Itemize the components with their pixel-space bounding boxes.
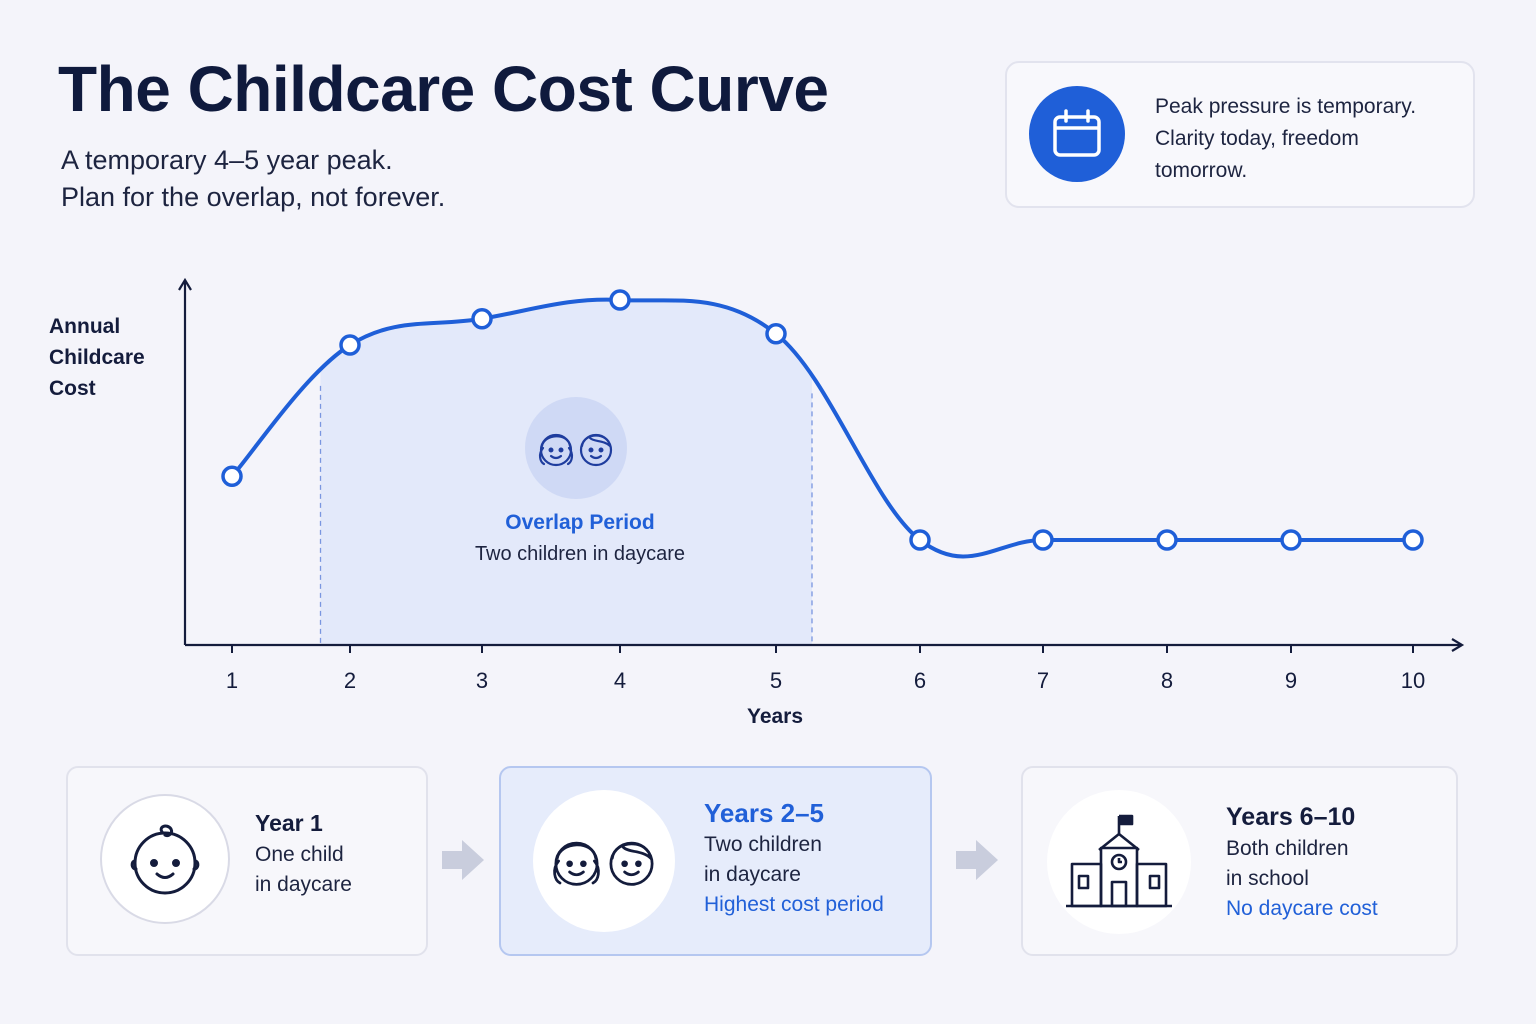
card-3-line-2: in school	[1226, 867, 1309, 890]
data-point-year-8	[1156, 529, 1178, 551]
callout-box: Peak pressure is temporary. Clarity toda…	[1005, 61, 1475, 208]
x-tick-label: 3	[476, 668, 488, 693]
subtitle-line-1: A temporary 4–5 year peak.	[61, 145, 393, 175]
data-point-year-3	[471, 308, 493, 330]
page-subtitle: A temporary 4–5 year peak. Plan for the …	[61, 142, 445, 216]
card-1-line-1: One child	[255, 843, 344, 866]
x-tick-label: 1	[226, 668, 238, 693]
card-2-text: Years 2–5 Two children in daycare Highes…	[704, 798, 884, 920]
cost-curve-chart: 1 2 3 4 5 6 7 8 9 10	[178, 277, 1465, 693]
callout-text: Peak pressure is temporary. Clarity toda…	[1155, 91, 1455, 187]
x-tick-label: 4	[614, 668, 626, 693]
calendar-icon	[1053, 109, 1101, 157]
data-point-year-6	[909, 529, 931, 551]
card-2-icon-circle	[533, 790, 675, 932]
card-1-title: Year 1	[255, 810, 323, 836]
data-point-year-7	[1032, 529, 1054, 551]
callout-line-3: tomorrow.	[1155, 159, 1248, 182]
y-axis-label-line-1: Annual	[49, 315, 121, 338]
card-2-line-2: in daycare	[704, 863, 801, 886]
x-tick-label: 10	[1401, 668, 1425, 693]
data-point-year-4	[609, 289, 631, 311]
x-tick-label: 2	[344, 668, 356, 693]
x-axis-arrow	[1451, 638, 1465, 652]
overlap-subtitle: Two children in daycare	[474, 543, 686, 565]
card-3-text: Years 6–10 Both children in school No da…	[1226, 802, 1378, 924]
x-tick-label: 8	[1161, 668, 1173, 693]
data-point-year-10	[1402, 529, 1424, 551]
data-point-year-2	[339, 334, 361, 356]
cost-curve-line	[230, 297, 1413, 559]
x-tick-label: 7	[1037, 668, 1049, 693]
card-2-note: Highest cost period	[704, 893, 884, 916]
y-axis-label-line-2: Childcare	[49, 346, 145, 369]
two-children-icon	[538, 433, 613, 467]
two-children-icon	[553, 841, 654, 886]
y-axis-arrow	[178, 277, 192, 291]
overlap-shaded-area	[320, 299, 812, 645]
baby-face-icon	[130, 824, 200, 895]
x-tick-label: 6	[914, 668, 926, 693]
data-point-year-9	[1280, 529, 1302, 551]
card-2-title: Years 2–5	[704, 798, 825, 828]
overlap-title: Overlap Period	[505, 511, 655, 534]
card-3-icon-circle	[1047, 790, 1191, 934]
x-tick-label: 5	[770, 668, 782, 693]
card-3-title: Years 6–10	[1226, 803, 1356, 831]
overlap-icon-circle	[525, 397, 627, 499]
arrow-right-icon	[956, 840, 998, 880]
arrow-right-icon	[442, 840, 484, 880]
card-years-6-10: Years 6–10 Both children in school No da…	[1021, 766, 1458, 956]
card-1-line-2: in daycare	[255, 873, 352, 896]
x-tick-label: 9	[1285, 668, 1297, 693]
card-3-line-1: Both children	[1226, 837, 1349, 860]
subtitle-line-2: Plan for the overlap, not forever.	[61, 182, 446, 212]
data-point-year-5	[765, 323, 787, 345]
calendar-badge	[1029, 86, 1125, 182]
x-axis-label: Years	[746, 705, 804, 728]
callout-line-1: Peak pressure is temporary.	[1155, 95, 1417, 118]
card-1-text: Year 1 One child in daycare	[255, 808, 352, 900]
card-year-1: Year 1 One child in daycare	[66, 766, 428, 956]
data-point-year-1	[221, 465, 243, 487]
card-years-2-5: Years 2–5 Two children in daycare Highes…	[499, 766, 932, 956]
page-title: The Childcare Cost Curve	[58, 53, 829, 125]
school-building-icon	[1066, 814, 1172, 908]
y-axis-label-line-3: Cost	[49, 377, 96, 400]
card-2-line-1: Two children	[704, 833, 822, 856]
card-1-icon-circle	[100, 794, 230, 924]
callout-line-2: Clarity today, freedom	[1155, 127, 1359, 150]
card-3-note: No daycare cost	[1226, 897, 1378, 920]
y-axis-label: Annual Childcare Cost	[49, 311, 179, 404]
